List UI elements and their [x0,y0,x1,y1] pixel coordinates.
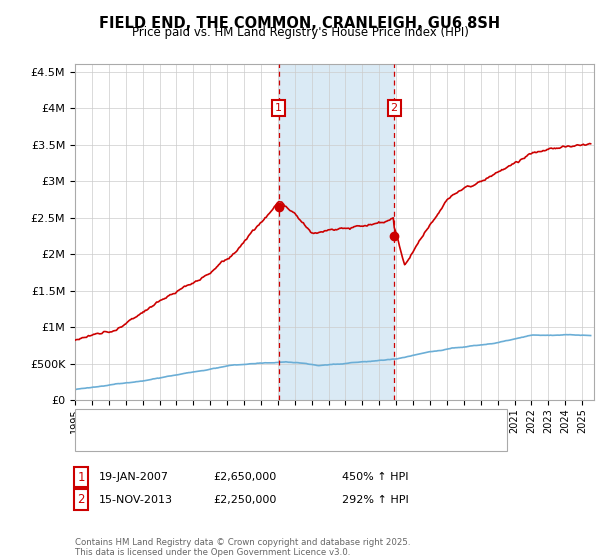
Text: 1: 1 [77,470,85,484]
Text: 15-NOV-2013: 15-NOV-2013 [99,494,173,505]
Text: £2,250,000: £2,250,000 [213,494,277,505]
Text: 2: 2 [77,493,85,506]
Text: 292% ↑ HPI: 292% ↑ HPI [342,494,409,505]
Text: 450% ↑ HPI: 450% ↑ HPI [342,472,409,482]
Text: 19-JAN-2007: 19-JAN-2007 [99,472,169,482]
Text: FIELD END, THE COMMON, CRANLEIGH, GU6 8SH (detached house): FIELD END, THE COMMON, CRANLEIGH, GU6 8S… [108,416,457,426]
Text: Price paid vs. HM Land Registry's House Price Index (HPI): Price paid vs. HM Land Registry's House … [131,26,469,39]
Text: Contains HM Land Registry data © Crown copyright and database right 2025.
This d: Contains HM Land Registry data © Crown c… [75,538,410,557]
Text: 1: 1 [275,103,282,113]
Text: HPI: Average price, detached house, Waverley: HPI: Average price, detached house, Wave… [108,437,349,446]
Text: £2,650,000: £2,650,000 [213,472,276,482]
Text: ——: —— [82,435,107,448]
Bar [279,64,394,400]
Text: 2: 2 [391,103,398,113]
Text: ——: —— [82,414,107,427]
Text: FIELD END, THE COMMON, CRANLEIGH, GU6 8SH: FIELD END, THE COMMON, CRANLEIGH, GU6 8S… [100,16,500,31]
